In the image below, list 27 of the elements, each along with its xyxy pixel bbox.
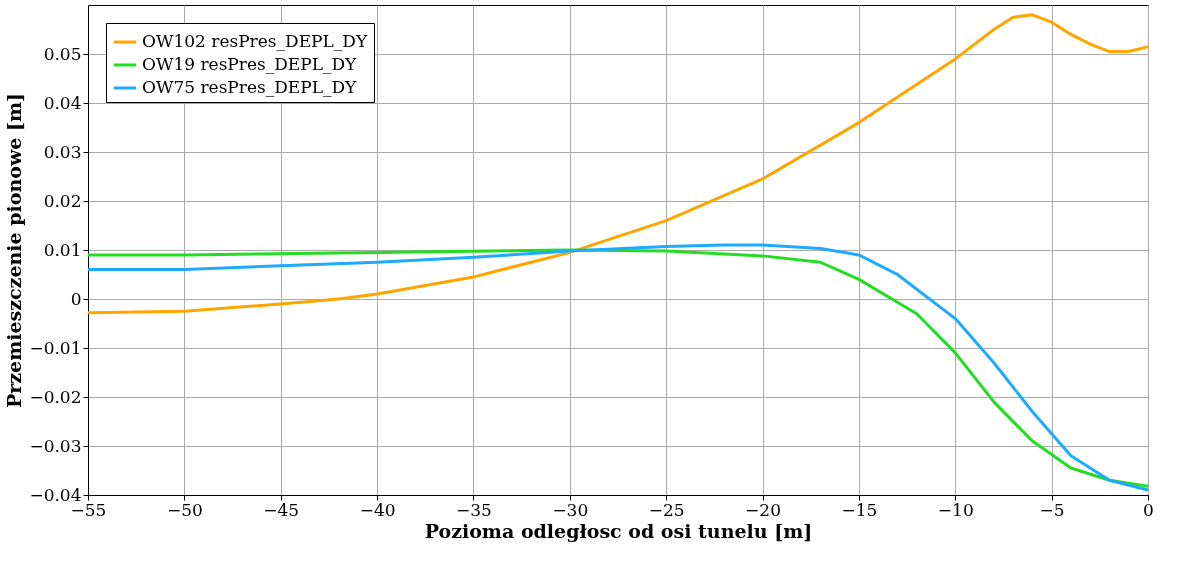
y-tick-label: −0.03 (29, 435, 82, 456)
x-tick-label: −10 (937, 499, 974, 520)
y-tick-label: 0.02 (43, 190, 82, 211)
y-axis-title: Przemieszczenie pionowe [m] (3, 92, 26, 409)
x-axis-title: Pozioma odległosc od osi tunelu [m] (424, 519, 813, 542)
x-tick-label: −5 (1039, 499, 1065, 520)
x-tick-label: −25 (648, 499, 685, 520)
legend-label: OW19 resPres_DEPL_DY (142, 54, 358, 74)
y-tick-label: 0.05 (43, 43, 82, 64)
x-tick-label: −35 (456, 499, 492, 520)
legend-label: OW75 resPres_DEPL_DY (142, 77, 358, 97)
y-tick-label: −0.01 (29, 337, 82, 358)
line-series (88, 13, 1148, 315)
x-tick-label: −45 (263, 499, 300, 520)
y-tick-label: −0.02 (29, 386, 82, 407)
x-tick-label: 0 (1143, 499, 1154, 520)
y-tick-label: −0.04 (29, 484, 82, 505)
x-tick-label: −15 (841, 499, 878, 520)
y-tick-label: 0.04 (43, 92, 82, 113)
x-tick-label: −20 (745, 499, 781, 520)
x-tick-label: −30 (552, 499, 589, 520)
x-tick-label: −50 (166, 499, 203, 520)
x-tick-label: −40 (359, 499, 396, 520)
y-tick-label: 0.03 (43, 141, 82, 162)
legend-label: OW102 resPres_DEPL_DY (142, 31, 368, 51)
y-tick-label: 0.01 (43, 239, 82, 260)
y-tick-label: 0 (70, 288, 82, 309)
